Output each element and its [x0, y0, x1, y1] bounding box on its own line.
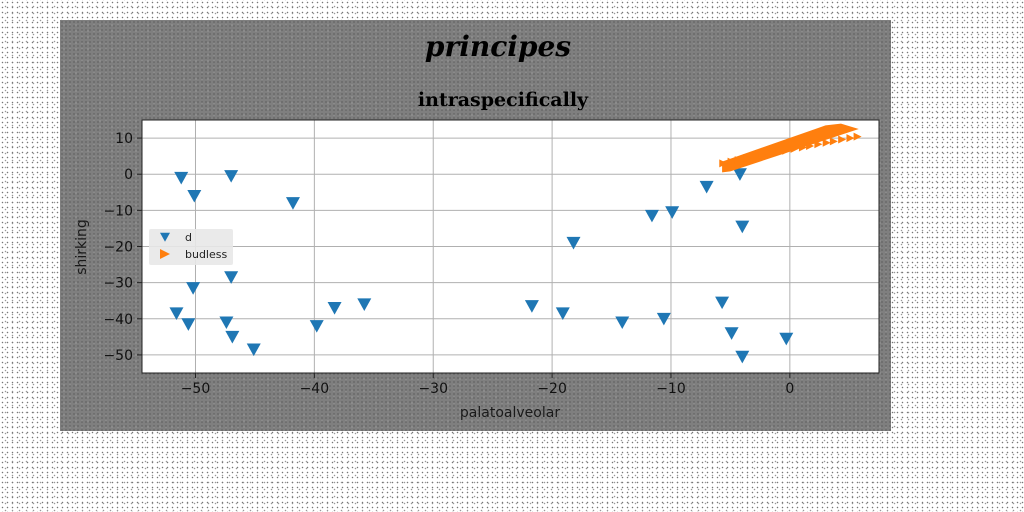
legend-marker-d	[160, 232, 170, 242]
y-tick-label: −40	[103, 312, 133, 328]
data-point-d	[566, 236, 581, 250]
data-point-d	[219, 316, 234, 330]
data-point-d	[285, 197, 300, 210]
data-point-d	[715, 296, 730, 310]
data-point-budless	[775, 148, 784, 157]
y-tick-label: 0	[124, 167, 133, 183]
x-tick-label: −20	[537, 381, 567, 397]
y-tick-label: −20	[103, 240, 133, 256]
y-tick-label: −30	[103, 276, 133, 292]
data-point-budless	[727, 157, 736, 166]
data-point-budless	[798, 143, 807, 152]
data-point-d	[187, 189, 202, 203]
data-point-budless	[782, 146, 791, 155]
data-point-d	[644, 209, 659, 223]
data-point-d	[169, 307, 184, 321]
data-point-budless	[758, 151, 767, 160]
data-point-d	[732, 168, 747, 181]
scatter-chart: principes intraspecifically −50 −40 −30 −20…	[74, 30, 880, 421]
data-point-budless	[829, 137, 838, 146]
figure-background: principes intraspecifically −50 −40 −30 −20…	[60, 20, 891, 431]
legend-marker-budless	[160, 249, 170, 259]
data-point-d	[555, 307, 570, 321]
data-point-d	[699, 180, 714, 194]
x-tick-label: −30	[418, 381, 448, 397]
legend-box	[149, 229, 233, 265]
y-axis-ticks: −50 −40 −30 −20 −10 0 10	[103, 131, 142, 364]
data-marks	[169, 123, 862, 364]
legend-label-budless: budless	[185, 248, 227, 261]
data-point-d	[735, 350, 750, 364]
data-point-budless	[806, 142, 815, 151]
chart-suptitle: principes	[425, 30, 571, 63]
x-tick-label: −50	[181, 381, 211, 397]
data-point-budless	[743, 154, 752, 163]
data-point-d	[357, 298, 372, 311]
data-point-d	[735, 220, 750, 234]
y-axis-label: shirking	[74, 219, 90, 275]
data-point-budless	[790, 144, 799, 153]
data-point-d	[724, 327, 739, 340]
x-tick-label: 0	[785, 381, 794, 397]
grid-lines	[142, 120, 879, 373]
data-point-d	[615, 316, 630, 330]
data-point-budless	[766, 149, 775, 158]
series-budless-shape	[722, 123, 859, 173]
legend-label-d: d	[185, 231, 192, 244]
data-point-d	[656, 312, 671, 326]
data-point-d	[309, 320, 324, 333]
data-point-budless	[846, 134, 855, 143]
data-point-d	[224, 170, 239, 183]
data-point-budless	[822, 138, 831, 147]
data-point-d	[174, 171, 189, 185]
data-point-budless	[838, 135, 847, 144]
data-point-d	[524, 300, 539, 313]
y-tick-label: −50	[103, 348, 133, 364]
data-point-d	[327, 301, 342, 315]
legend: d budless	[149, 229, 233, 265]
data-point-d	[181, 318, 196, 331]
x-axis-label: palatoalveolar	[460, 405, 560, 421]
data-point-budless	[853, 132, 862, 141]
data-point-d	[186, 282, 201, 295]
x-tick-label: −40	[300, 381, 330, 397]
data-point-d	[225, 330, 240, 344]
x-axis-ticks: −50 −40 −30 −20 −10 0	[181, 373, 794, 397]
y-tick-label: −10	[103, 203, 133, 219]
y-tick-label: 10	[115, 131, 133, 147]
data-point-d	[665, 206, 680, 219]
data-point-d	[779, 332, 794, 346]
chart-title: intraspecifically	[418, 89, 589, 111]
data-point-budless	[719, 159, 728, 168]
data-point-d	[224, 271, 239, 284]
x-tick-label: −10	[656, 381, 686, 397]
data-point-d	[246, 343, 261, 357]
data-point-budless	[751, 152, 760, 161]
data-point-budless	[814, 140, 823, 149]
data-point-budless	[734, 156, 743, 165]
